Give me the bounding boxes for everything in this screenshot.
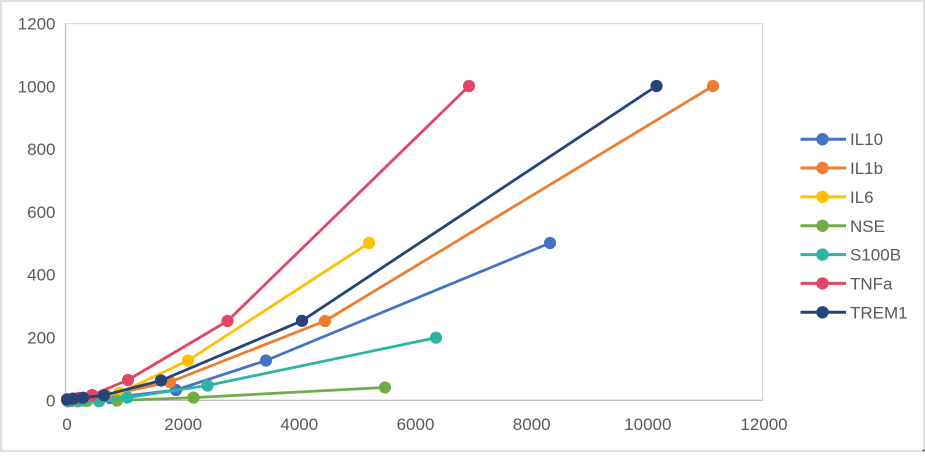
svg-text:S100B: S100B <box>850 246 901 265</box>
svg-text:10000: 10000 <box>624 415 671 434</box>
svg-text:IL1b: IL1b <box>850 159 883 178</box>
svg-text:400: 400 <box>27 266 55 285</box>
svg-text:IL10: IL10 <box>850 130 883 149</box>
svg-text:1000: 1000 <box>18 77 56 96</box>
svg-text:8000: 8000 <box>513 415 551 434</box>
svg-text:4000: 4000 <box>280 415 318 434</box>
svg-text:IL6: IL6 <box>850 188 874 207</box>
svg-text:TREM1: TREM1 <box>850 303 908 322</box>
svg-text:6000: 6000 <box>397 415 435 434</box>
svg-text:0: 0 <box>62 415 71 434</box>
svg-text:TNFa: TNFa <box>850 274 893 293</box>
svg-text:200: 200 <box>27 329 55 348</box>
svg-text:NSE: NSE <box>850 217 885 236</box>
svg-text:800: 800 <box>27 140 55 159</box>
svg-text:0: 0 <box>46 391 55 410</box>
svg-text:600: 600 <box>27 203 55 222</box>
svg-text:1200: 1200 <box>18 15 56 34</box>
svg-text:2000: 2000 <box>164 415 202 434</box>
svg-text:12000: 12000 <box>740 415 787 434</box>
